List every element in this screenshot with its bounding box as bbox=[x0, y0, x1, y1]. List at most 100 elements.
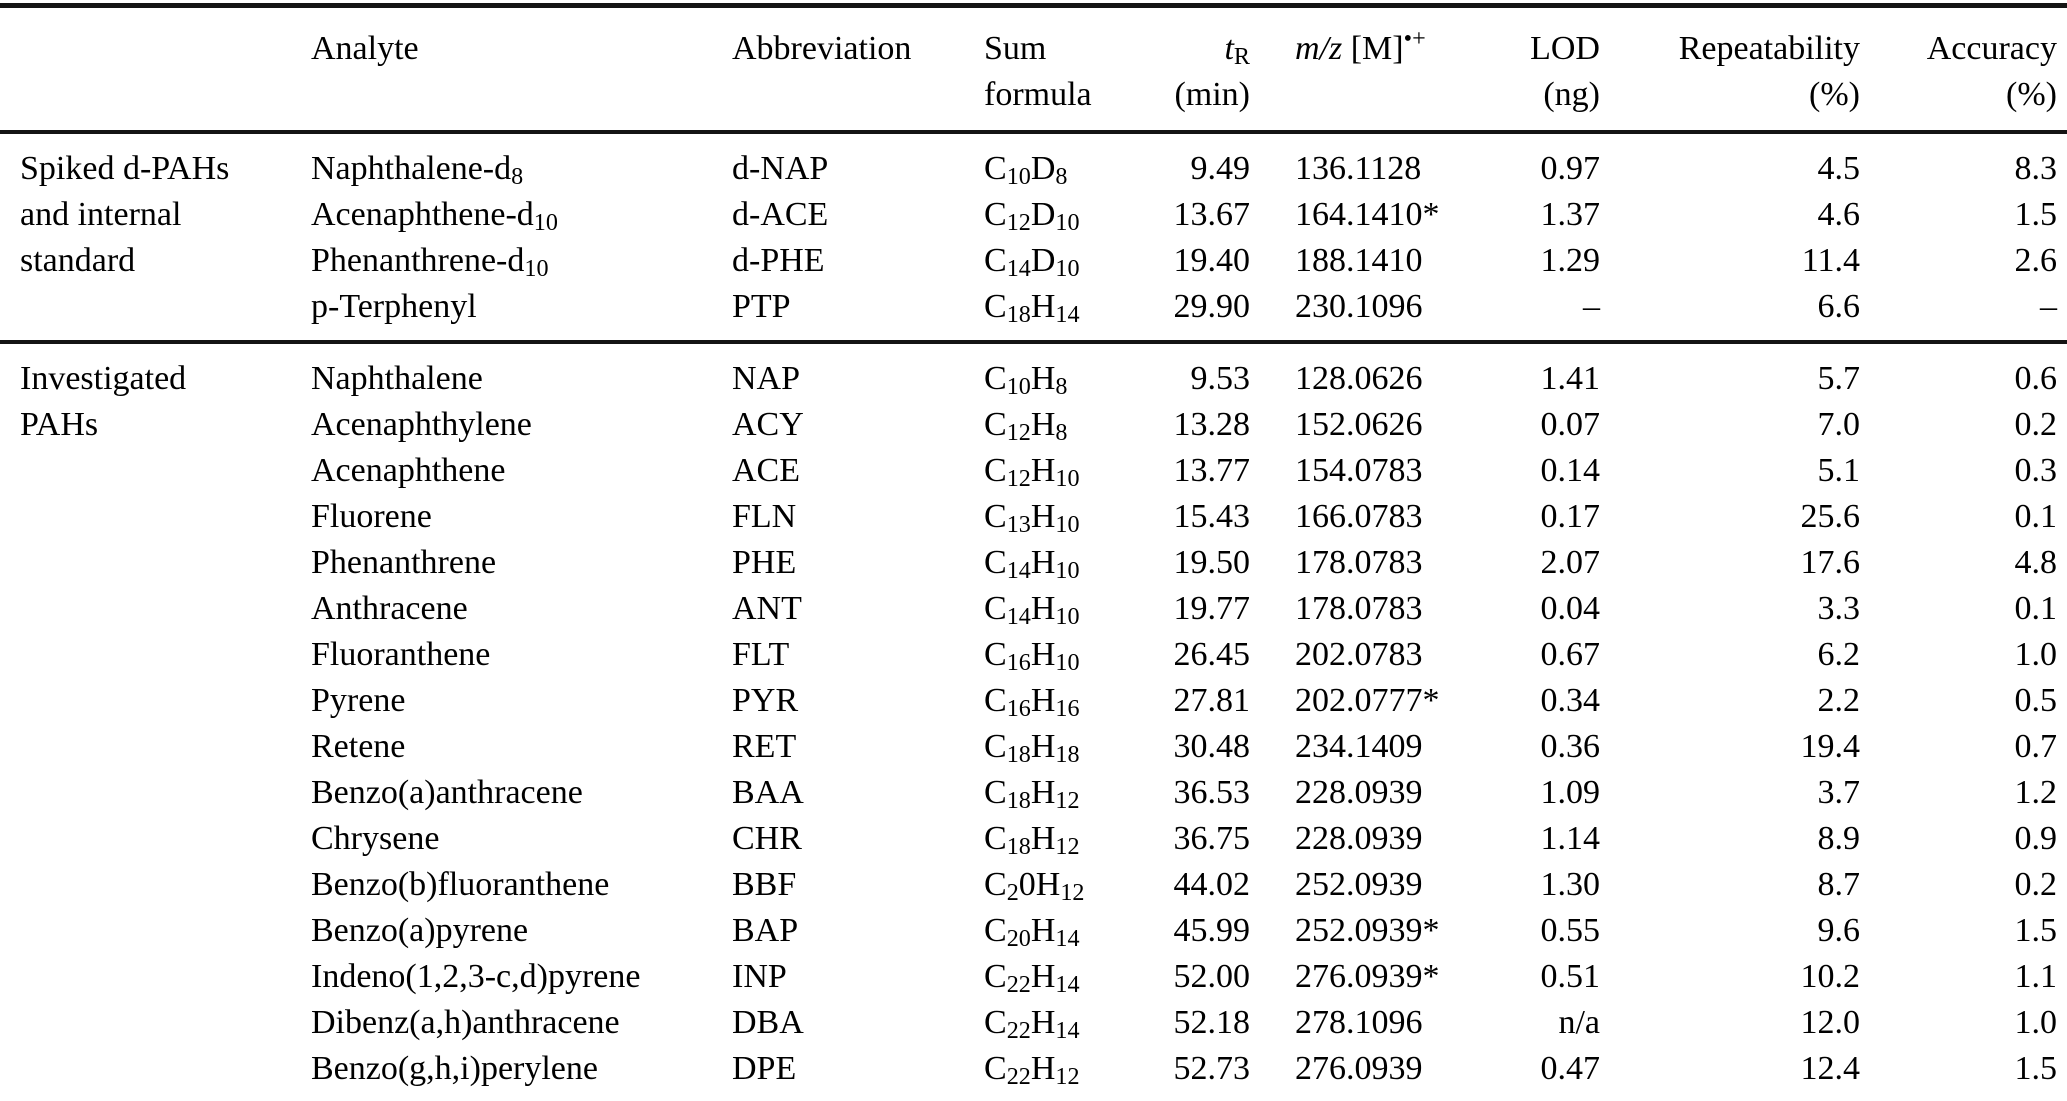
abbreviation-cell: CHR bbox=[732, 820, 802, 857]
mz-cell: 152.0626 bbox=[1295, 406, 1423, 443]
analyte-cell: Acenaphthene-d10 bbox=[311, 196, 558, 237]
lod-cell: 0.36 bbox=[1540, 728, 1601, 765]
analyte-cell: p-Terphenyl bbox=[311, 288, 477, 325]
analyte-cell: Chrysene bbox=[311, 820, 440, 857]
sum-formula-cell: C14H10 bbox=[984, 590, 1080, 631]
sum-formula-header: Sum formula bbox=[984, 6, 1150, 133]
repeatability-cell: 2.2 bbox=[1817, 682, 1861, 719]
analyte-header: Analyte bbox=[311, 6, 732, 133]
abbreviation-cell: ACE bbox=[732, 452, 800, 489]
table-row: Benzo(b)fluoranthene BBF C20H12 44.02 25… bbox=[0, 862, 2067, 908]
retention-time-cell: 52.73 bbox=[1173, 1050, 1251, 1087]
table-row: Benzo(a)anthracene BAA C18H12 36.53 228.… bbox=[0, 770, 2067, 816]
row-group-label: Spiked d-PAHs and internal standard bbox=[20, 150, 230, 279]
lod-cell: 0.04 bbox=[1540, 590, 1601, 627]
analyte-cell: Phenanthrene-d10 bbox=[311, 242, 549, 283]
accuracy-cell: 0.7 bbox=[2014, 728, 2058, 765]
table-row: Benzo(g,h,i)perylene DPE C22H12 52.73 27… bbox=[0, 1046, 2067, 1101]
lod-cell: n/a bbox=[1558, 1004, 1600, 1041]
repeatability-cell: 17.6 bbox=[1800, 544, 1861, 581]
header-row: Analyte Abbreviation Sum formula tR (min… bbox=[0, 6, 2067, 133]
table-row: Spiked d-PAHs and internal standard Napht… bbox=[0, 132, 2067, 279]
table-row: Benzo(a)pyrene BAP C20H14 45.99 252.0939… bbox=[0, 908, 2067, 954]
accuracy-cell: – bbox=[2040, 288, 2057, 325]
lod-cell: 0.67 bbox=[1540, 636, 1601, 673]
retention-time-cell: 30.48 bbox=[1173, 728, 1251, 765]
mz-cell: 252.0939 bbox=[1295, 866, 1423, 903]
lod-cell: 0.55 bbox=[1540, 912, 1601, 949]
mz-cell: 188.1410 bbox=[1295, 242, 1423, 279]
accuracy-header-label: Accuracy bbox=[1926, 30, 2057, 67]
analyte-cell: Fluorene bbox=[311, 498, 432, 535]
lod-cell: 0.47 bbox=[1540, 1050, 1601, 1087]
retention-time-cell: 52.00 bbox=[1173, 958, 1251, 995]
sum-formula-cell: C22H12 bbox=[984, 1050, 1080, 1091]
abbreviation-cell: PYR bbox=[732, 682, 799, 719]
repeatability-cell: 5.1 bbox=[1817, 452, 1861, 489]
lod-cell: 1.41 bbox=[1540, 360, 1601, 397]
lod-cell: 0.17 bbox=[1540, 498, 1601, 535]
abbreviation-cell: PTP bbox=[732, 288, 791, 325]
accuracy-cell: 0.9 bbox=[2014, 820, 2058, 857]
table-row: Anthracene ANT C14H10 19.77 178.0783 0.0… bbox=[0, 586, 2067, 632]
lod-cell: 2.07 bbox=[1540, 544, 1601, 581]
mz-cell: 164.1410* bbox=[1295, 196, 1440, 233]
mz-cell: 202.0777* bbox=[1295, 682, 1440, 719]
retention-time-cell: 44.02 bbox=[1173, 866, 1251, 903]
accuracy-cell: 0.2 bbox=[2014, 406, 2058, 443]
sum-formula-cell: C18H12 bbox=[984, 774, 1080, 815]
repeatability-cell: 7.0 bbox=[1817, 406, 1861, 443]
abbreviation-cell: FLT bbox=[732, 636, 790, 673]
sum-formula-cell: C12H8 bbox=[984, 406, 1068, 447]
abbreviation-cell: DPE bbox=[732, 1050, 797, 1087]
sum-formula-cell: C22H14 bbox=[984, 1004, 1080, 1045]
analyte-cell: Indeno(1,2,3-c,d)pyrene bbox=[311, 958, 641, 995]
analyte-header-label: Analyte bbox=[311, 30, 419, 67]
table-row: Chrysene CHR C18H12 36.75 228.0939 1.14 … bbox=[0, 816, 2067, 862]
retention-time-cell: 27.81 bbox=[1173, 682, 1251, 719]
analyte-cell: Acenaphthylene bbox=[311, 406, 532, 443]
repeatability-cell: 8.7 bbox=[1817, 866, 1861, 903]
sum-formula-cell: C14D10 bbox=[984, 242, 1080, 283]
section-investigated-pahs: Investigated PAHs Naphthalene NAP C10H8 9… bbox=[0, 342, 2067, 1101]
lod-header: LOD (ng) bbox=[1460, 6, 1600, 133]
table-row: Dibenz(a,h)anthracene DBA C22H14 52.18 2… bbox=[0, 1000, 2067, 1046]
mz-cell: 228.0939 bbox=[1295, 820, 1423, 857]
retention-time-cell: 19.40 bbox=[1173, 242, 1251, 279]
mz-cell: 276.0939 bbox=[1295, 1050, 1423, 1087]
repeatability-cell: 3.7 bbox=[1817, 774, 1861, 811]
abbreviation-cell: RET bbox=[732, 728, 797, 765]
lod-cell: 0.97 bbox=[1540, 150, 1601, 187]
abbreviation-cell: FLN bbox=[732, 498, 797, 535]
analyte-cell: Anthracene bbox=[311, 590, 468, 627]
table-row: Indeno(1,2,3-c,d)pyrene INP C22H14 52.00… bbox=[0, 954, 2067, 1000]
sum-formula-header-line1: Sum bbox=[984, 30, 1047, 67]
abbreviation-cell: d-ACE bbox=[732, 196, 829, 233]
analyte-cell: Benzo(a)pyrene bbox=[311, 912, 529, 949]
abbreviation-cell: PHE bbox=[732, 544, 797, 581]
mz-cell: 154.0783 bbox=[1295, 452, 1423, 489]
analyte-cell: Naphthalene-d8 bbox=[311, 150, 524, 191]
table-row: Phenanthrene PHE C14H10 19.50 178.0783 2… bbox=[0, 540, 2067, 586]
retention-time-cell: 26.45 bbox=[1173, 636, 1251, 673]
retention-time-header: tR (min) bbox=[1150, 6, 1250, 133]
lod-header-unit: (ng) bbox=[1543, 76, 1600, 113]
accuracy-cell: 0.3 bbox=[2014, 452, 2058, 489]
analyte-cell: Naphthalene bbox=[311, 360, 483, 397]
abbreviation-cell: d-PHE bbox=[732, 242, 825, 279]
accuracy-cell: 1.1 bbox=[2014, 958, 2058, 995]
lod-cell: 0.07 bbox=[1540, 406, 1601, 443]
abbreviation-cell: ANT bbox=[732, 590, 802, 627]
sum-formula-cell: C12D10 bbox=[984, 196, 1080, 237]
lod-cell: 1.14 bbox=[1540, 820, 1601, 857]
analyte-cell: Benzo(g,h,i)perylene bbox=[311, 1050, 598, 1087]
repeatability-header: Repeatability (%) bbox=[1600, 6, 1860, 133]
repeatability-cell: 25.6 bbox=[1800, 498, 1861, 535]
accuracy-cell: 8.3 bbox=[2014, 150, 2058, 187]
analyte-cell: Dibenz(a,h)anthracene bbox=[311, 1004, 620, 1041]
sum-formula-cell: C16H16 bbox=[984, 682, 1080, 723]
accuracy-cell: 0.1 bbox=[2014, 590, 2058, 627]
repeatability-cell: 4.5 bbox=[1817, 150, 1861, 187]
retention-time-cell: 36.75 bbox=[1173, 820, 1251, 857]
analytes-table: Analyte Abbreviation Sum formula tR (min… bbox=[0, 3, 2067, 1101]
